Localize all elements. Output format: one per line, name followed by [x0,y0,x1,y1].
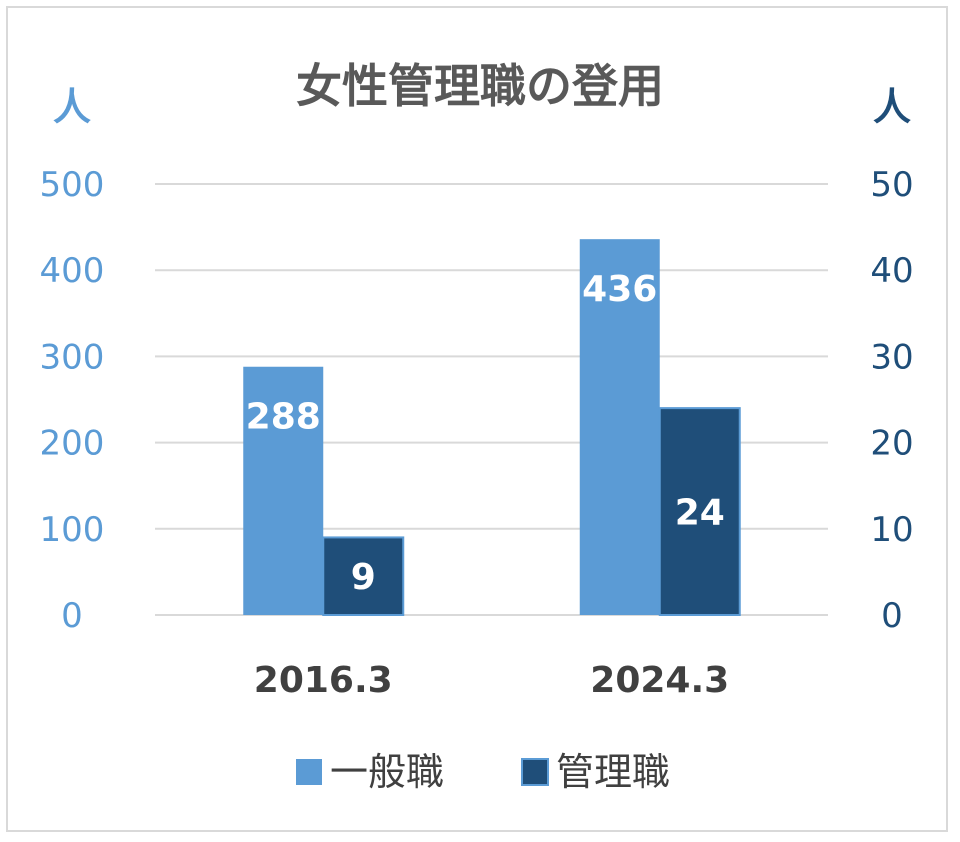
left-tick-label: 0 [61,596,83,636]
category-label: 2024.3 [590,660,729,701]
right-tick-label: 0 [881,596,903,636]
bar-general-1 [579,239,660,615]
legend-label: 一般職 [330,750,444,794]
right-tick-label: 50 [870,165,913,205]
right-axis-unit: 人 [873,85,911,129]
left-axis-ticks: 0 100 200 300 400 500 [40,165,105,636]
right-axis-ticks: 0 10 20 30 40 50 [870,165,913,636]
bar-general-0 [243,366,324,615]
bar-manager-0 [322,536,405,616]
legend-label: 管理職 [556,750,670,794]
data-label: 9 [351,557,376,598]
left-tick-label: 500 [40,165,105,205]
right-tick-label: 10 [870,510,913,550]
data-label: 24 [675,493,725,534]
data-label: 436 [582,269,657,310]
right-tick-label: 20 [870,424,913,464]
left-tick-label: 300 [40,337,105,377]
left-tick-label: 100 [40,510,105,550]
right-tick-label: 30 [870,337,913,377]
left-tick-label: 400 [40,251,105,291]
left-tick-label: 200 [40,424,105,464]
legend-swatch [521,758,549,786]
category-label: 2016.3 [254,660,393,701]
bar-manager-1 [658,407,741,616]
legend: 一般職 管理職 [296,750,670,794]
left-axis-unit: 人 [53,85,91,129]
legend-swatch [296,759,322,785]
chart-frame [6,6,948,832]
right-tick-label: 40 [870,251,913,291]
chart-title: 女性管理職の登用 [296,59,664,113]
data-label: 288 [246,397,321,438]
category-labels: 2016.3 2024.3 [254,660,729,701]
bars: 288 9 436 24 [243,239,741,616]
